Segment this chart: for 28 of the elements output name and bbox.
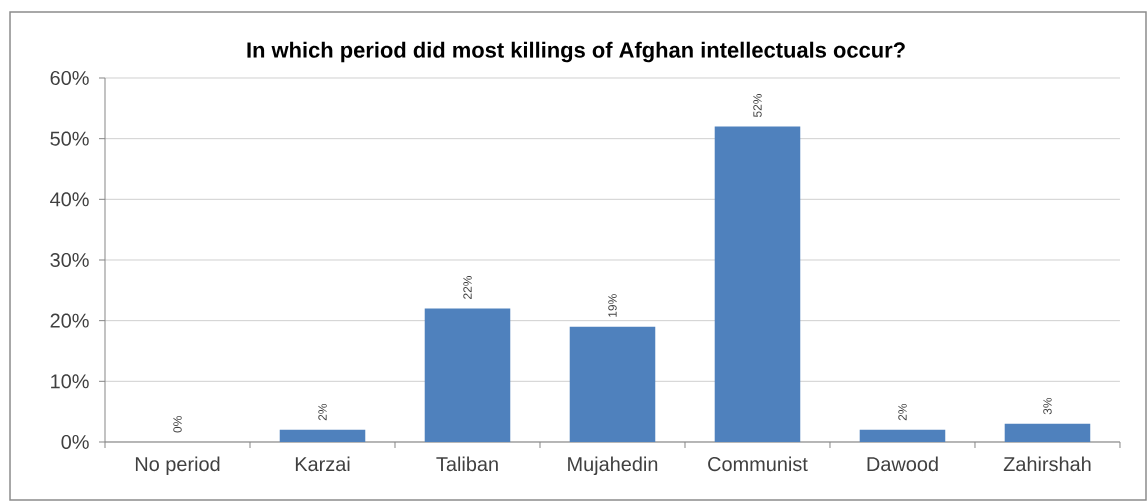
x-tick-label: Taliban — [436, 456, 498, 472]
y-tick-label: 60% — [50, 70, 89, 86]
x-tick-label: Zahirshah — [1003, 456, 1091, 472]
y-tick-label: 0% — [61, 434, 89, 450]
y-tick-label: 20% — [50, 313, 89, 328]
bar — [859, 429, 946, 442]
bar — [569, 326, 656, 442]
data-label: 52% — [753, 94, 762, 118]
y-tick-label: 10% — [51, 374, 89, 389]
y-tick-label: 30% — [50, 252, 89, 268]
data-label: 22% — [463, 276, 472, 299]
x-tick-label: Communist — [708, 456, 808, 472]
bar — [424, 308, 511, 442]
bar — [714, 126, 801, 442]
data-label: 0% — [173, 416, 182, 433]
bar — [1004, 423, 1091, 442]
data-label: 3% — [1043, 397, 1052, 415]
x-tick-label: Mujahedin — [568, 456, 658, 476]
x-tick-label: No period — [135, 456, 220, 476]
y-tick-label: 40% — [50, 192, 89, 207]
chart-title: In which period did most killings of Afghan intellectuals occur? — [247, 41, 905, 63]
bar — [279, 429, 366, 442]
x-tick-label: Karzai — [295, 456, 350, 472]
data-label: 19% — [608, 294, 617, 317]
data-label: 2% — [318, 404, 327, 421]
data-label: 2% — [898, 404, 907, 421]
y-tick-label: 50% — [50, 131, 89, 146]
x-tick-label: Dawood — [867, 456, 938, 472]
